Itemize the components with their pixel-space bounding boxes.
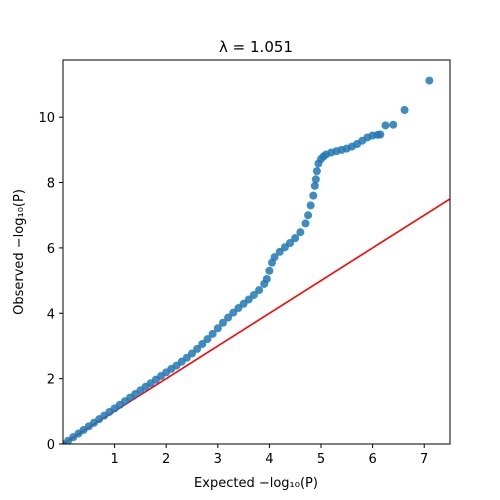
x-tick-label: 4	[265, 452, 273, 467]
data-point	[312, 167, 321, 176]
data-point	[301, 219, 310, 228]
y-tick-label: 8	[47, 177, 55, 192]
data-point	[310, 181, 319, 190]
x-axis-label: Expected −log₁₀(P)	[194, 476, 318, 491]
data-point	[208, 329, 217, 338]
x-tick-label: 6	[368, 452, 376, 467]
data-point	[270, 253, 279, 262]
data-point	[198, 339, 207, 348]
data-point	[265, 266, 274, 275]
y-tick-label: 2	[47, 373, 55, 388]
x-axis-ticks: 1 2 3 4 5 6 7	[110, 444, 428, 467]
data-point	[376, 130, 385, 139]
data-point	[309, 191, 318, 200]
data-point	[193, 344, 202, 353]
x-tick-label: 1	[110, 452, 118, 467]
data-point	[311, 175, 320, 184]
data-point	[203, 335, 212, 344]
y-tick-label: 0	[47, 438, 55, 453]
axes-frame	[62, 59, 451, 445]
points-layer	[63, 76, 434, 444]
chart-title: λ = 1.051	[219, 38, 293, 56]
x-tick-label: 7	[420, 452, 428, 467]
data-point	[304, 211, 313, 220]
y-axis-label: Observed −log₁₀(P)	[12, 189, 27, 315]
data-point	[255, 286, 264, 295]
y-axis-ticks: 0 2 4 6 8 10	[38, 111, 63, 453]
data-point	[306, 201, 315, 210]
y-tick-label: 4	[47, 307, 55, 322]
data-point	[425, 76, 434, 85]
data-point	[262, 274, 271, 283]
x-tick-label: 5	[317, 452, 325, 467]
x-tick-label: 3	[214, 452, 222, 467]
data-point	[296, 228, 305, 237]
data-point	[291, 234, 300, 243]
data-point	[249, 290, 258, 299]
y-tick-label: 10	[38, 111, 55, 126]
plot-area	[63, 76, 450, 444]
data-point	[188, 349, 196, 358]
data-point	[286, 239, 295, 248]
data-point	[389, 120, 398, 129]
data-point	[213, 324, 222, 333]
data-point	[244, 295, 253, 304]
data-point	[218, 318, 227, 327]
x-tick-label: 2	[162, 452, 170, 467]
data-point	[400, 106, 409, 115]
data-point	[275, 247, 284, 256]
data-point	[381, 121, 390, 130]
data-point	[224, 313, 233, 322]
data-point	[229, 308, 238, 317]
y-tick-label: 6	[47, 242, 55, 257]
